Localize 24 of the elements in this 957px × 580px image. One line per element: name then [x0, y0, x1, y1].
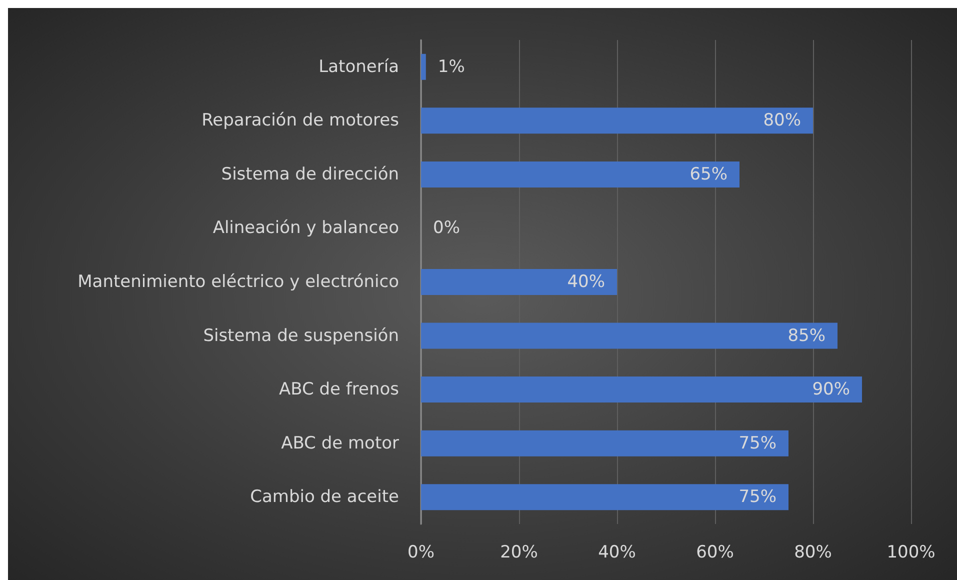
y-tick-label: Alineación y balanceo: [212, 218, 399, 238]
y-tick-label: Reparación de motores: [202, 110, 400, 131]
data-label: 90%: [812, 380, 850, 400]
data-label: 75%: [738, 433, 776, 454]
y-tick-label: Sistema de suspensión: [203, 326, 399, 346]
x-tick-label: 0%: [408, 542, 434, 562]
y-tick-label: ABC de motor: [281, 433, 400, 454]
data-label: 1%: [438, 56, 465, 77]
data-label: 65%: [690, 164, 728, 184]
x-tick-label: 40%: [598, 542, 636, 562]
x-tick-label: 80%: [794, 542, 832, 562]
data-label: 40%: [567, 272, 605, 292]
data-label: 0%: [433, 218, 460, 238]
y-tick-label: Mantenimiento eléctrico y electrónico: [78, 272, 399, 292]
y-tick-label: Cambio de aceite: [250, 487, 399, 508]
x-tick-label: 100%: [886, 542, 936, 562]
data-label: 80%: [763, 110, 801, 131]
x-tick-label: 20%: [500, 542, 538, 562]
y-tick-label: ABC de frenos: [278, 380, 400, 400]
x-tick-label: 60%: [696, 542, 734, 562]
y-tick-label: Latonería: [318, 56, 399, 77]
data-label: 75%: [738, 487, 776, 508]
data-label: 85%: [788, 326, 826, 346]
y-tick-label: Sistema de dirección: [221, 164, 399, 184]
